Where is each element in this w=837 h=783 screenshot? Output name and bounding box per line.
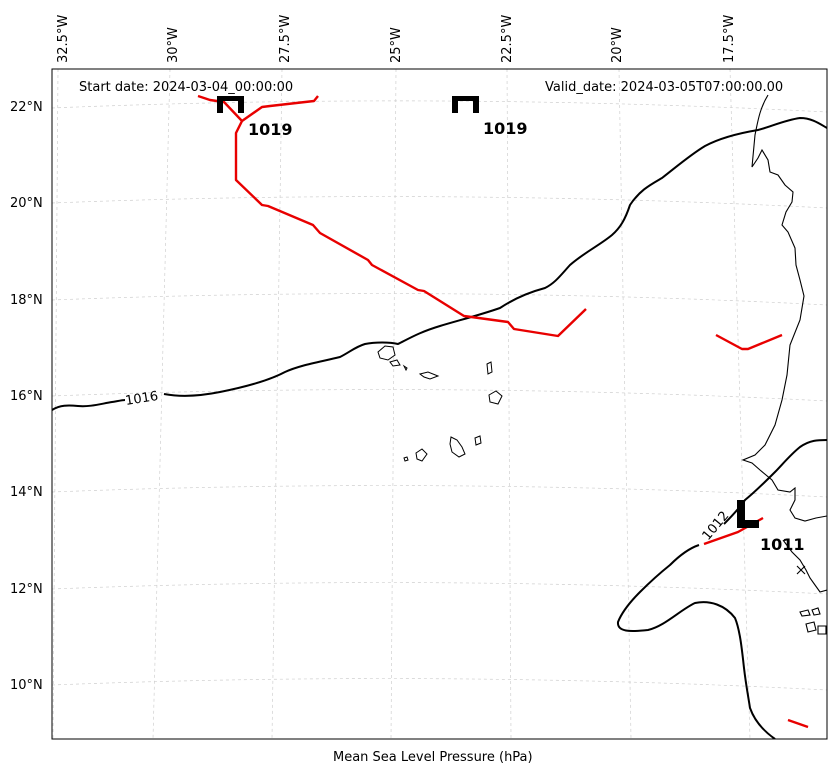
- lon-tick-label: 32.5°W: [56, 15, 71, 63]
- parallel-line: [52, 389, 827, 402]
- island-sao-vicente: [389, 359, 401, 367]
- meridian-line: [506, 69, 512, 739]
- start-date-label: Start date: 2024-03-04_00:00:00: [79, 80, 293, 95]
- lat-tick-label: 18°N: [10, 293, 43, 308]
- lon-tick-label: 27.5°W: [278, 15, 293, 63]
- pressure-center-value: 1011: [760, 535, 805, 554]
- isobar-1016: [52, 116, 827, 411]
- cape-verde-islands: [377, 345, 503, 462]
- lat-tick-label: 12°N: [10, 582, 43, 597]
- lon-tick-label: 20°W: [610, 27, 625, 63]
- bissagos-islands: [799, 607, 827, 635]
- meridian-line: [271, 69, 283, 739]
- parallel-line: [52, 678, 827, 691]
- meridian-line: [729, 69, 751, 739]
- parallel-line: [52, 293, 827, 306]
- low-pressure-symbol: [737, 500, 759, 528]
- map-caption: Mean Sea Level Pressure (hPa): [333, 750, 533, 765]
- meridian-line: [390, 69, 397, 739]
- pressure-center-value: 1019: [248, 120, 293, 139]
- trough-line: [241, 95, 319, 122]
- island-santo-antao: [377, 345, 396, 361]
- island-maio: [474, 435, 482, 446]
- island-sao-nicolau: [418, 371, 440, 380]
- island-sal: [486, 361, 493, 375]
- pressure-center-value: 1019: [483, 119, 528, 138]
- parallel-line: [52, 196, 827, 209]
- parallel-line: [52, 485, 827, 498]
- isobar-label: 1012: [700, 509, 733, 544]
- latitude-tick-labels: 22°N 20°N 18°N 16°N 14°N 12°N 10°N: [10, 100, 43, 693]
- island-santiago: [449, 436, 466, 458]
- island-fogo: [415, 448, 428, 462]
- island-brava: [403, 456, 409, 462]
- island-boa-vista: [488, 390, 503, 405]
- lat-tick-label: 10°N: [10, 678, 43, 693]
- trough-line: [787, 718, 809, 729]
- island-santa-luzia: [402, 364, 408, 372]
- lon-tick-label: 17.5°W: [722, 15, 737, 63]
- isobar-1012: [617, 439, 827, 739]
- parallel-line: [52, 582, 827, 595]
- lon-tick-label: 25°W: [389, 27, 404, 63]
- coast-marker: [796, 565, 806, 575]
- lon-tick-label: 22.5°W: [500, 15, 515, 63]
- lat-tick-label: 22°N: [10, 100, 43, 115]
- african-coastline-south: [782, 539, 827, 593]
- lat-tick-label: 20°N: [10, 196, 43, 211]
- meridian-line: [618, 69, 632, 739]
- lon-tick-label: 30°W: [166, 27, 181, 63]
- lat-tick-label: 16°N: [10, 389, 43, 404]
- african-coastline: [741, 94, 827, 522]
- graticule: [52, 69, 827, 739]
- trough-lines: [197, 94, 809, 729]
- map-frame: [51, 68, 828, 740]
- meridian-line: [152, 69, 171, 739]
- parallel-line: [52, 100, 827, 113]
- lat-tick-label: 14°N: [10, 485, 43, 500]
- high-pressure-symbol: [452, 96, 479, 113]
- high-pressure-symbol: [217, 96, 244, 113]
- meridian-line: [52, 69, 59, 739]
- trough-line: [715, 333, 783, 351]
- longitude-tick-labels: 32.5°W 30°W 27.5°W 25°W 22.5°W 20°W 17.5…: [56, 15, 737, 63]
- valid-date-label: Valid_date: 2024-03-05T07:00:00.00: [545, 80, 783, 95]
- isobar-label: 1016: [124, 389, 159, 409]
